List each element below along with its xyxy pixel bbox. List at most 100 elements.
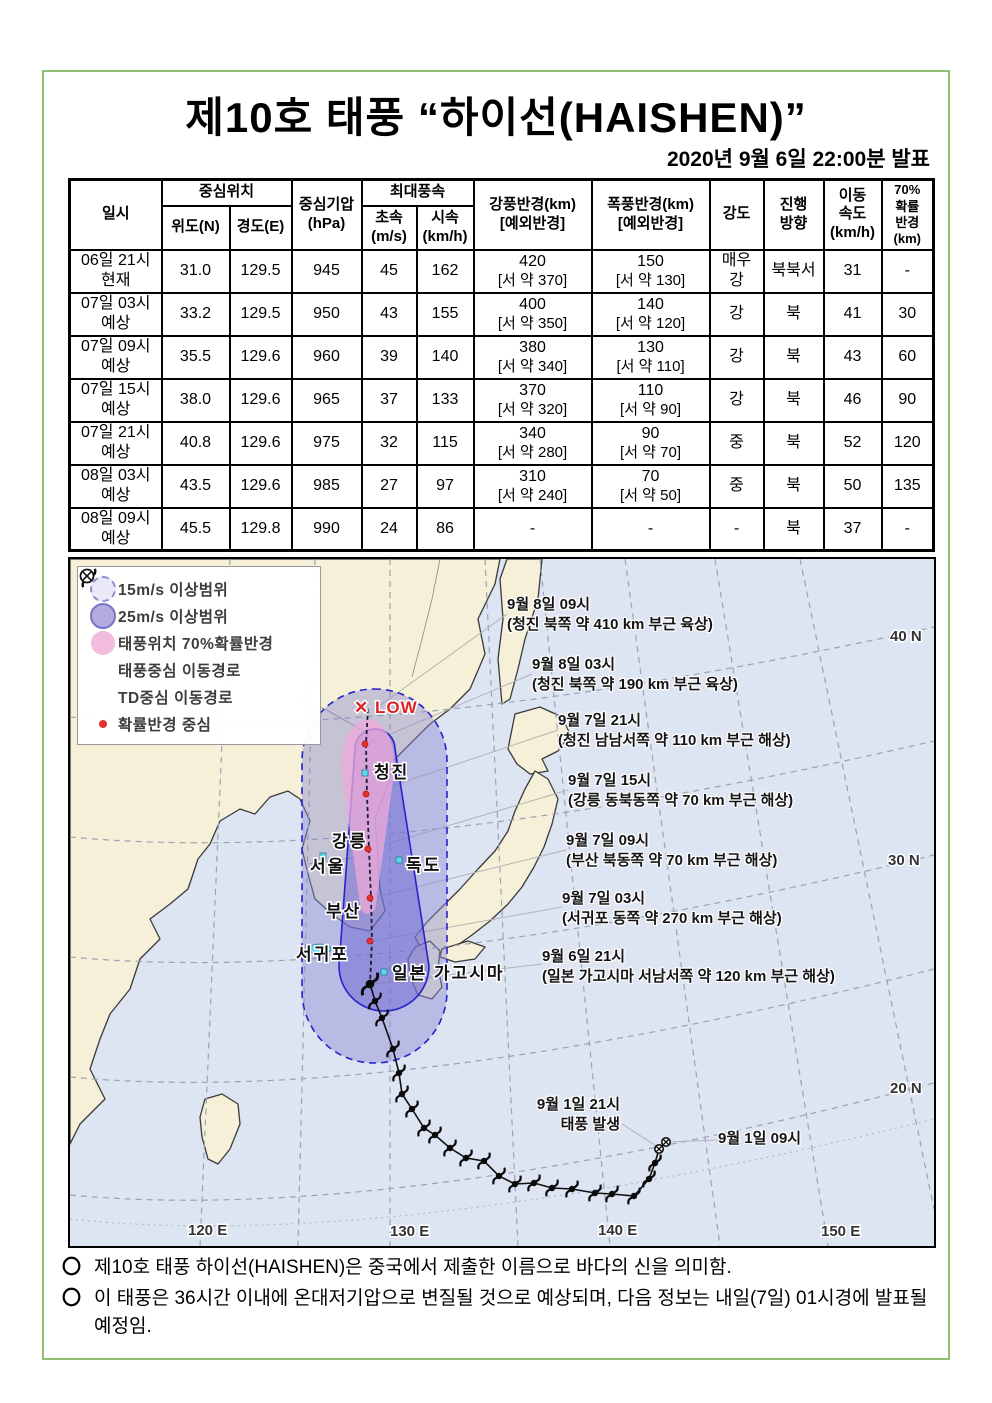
cell-speed: 31 xyxy=(822,248,883,294)
probability-center-icon xyxy=(88,720,118,728)
cell-speed: 52 xyxy=(822,420,883,466)
cell-direction: 북 xyxy=(762,377,825,423)
cell-strength: 강 xyxy=(708,377,765,423)
city-label-seogwipo: 서귀포 xyxy=(296,945,349,964)
map-legend: 15m/s 이상범위 25m/s 이상범위 태풍위치 70%확률반경 태풍중심 … xyxy=(77,566,321,745)
landmass-hokkaido xyxy=(507,706,571,775)
col-header-storm-radius: 폭풍반경(km) [예외반경] xyxy=(590,178,711,251)
cell-lat: 45.5 xyxy=(160,506,231,552)
wind15-range-icon xyxy=(88,576,118,602)
cell-datetime: 08일 03시 예상 xyxy=(68,463,163,509)
cell-ms: 43 xyxy=(360,291,418,337)
cell-lat: 38.0 xyxy=(160,377,231,423)
cell-probability: 30 xyxy=(880,291,935,337)
cell-direction: 북 xyxy=(762,506,825,552)
cell-lon: 129.6 xyxy=(228,420,293,466)
city-label-busan: 부산 xyxy=(326,902,361,921)
table-row: 07일 15시 예상 38.0 129.6 965 37 133 370 [서 약 … xyxy=(68,377,935,423)
cell-kmh: 155 xyxy=(415,291,475,337)
forecast-annotation: 9월 8일 03시 (청진 북쪽 약 190 km 부근 육상) xyxy=(532,656,738,694)
cell-pressure: 950 xyxy=(290,291,363,337)
table-row: 08일 03시 예상 43.5 129.6 985 27 97 310 [서 약 2… xyxy=(68,463,935,509)
cell-gale: - xyxy=(472,506,593,552)
cell-lon: 129.6 xyxy=(228,377,293,423)
cell-gale: 340 [서 약 280] xyxy=(472,420,593,466)
cell-ms: 37 xyxy=(360,377,418,423)
col-header-longitude: 경도(E) xyxy=(228,204,293,251)
cell-gale: 370 [서 약 320] xyxy=(472,377,593,423)
track-map: ✕ LOW 청진 강릉 서울 독도 부산 서귀포 일본 가고시마 40 N 30… xyxy=(68,557,936,1248)
cell-lat: 33.2 xyxy=(160,291,231,337)
col-header-direction: 진행 방향 xyxy=(762,178,825,251)
forecast-annotation: 9월 7일 15시 (강릉 동북동쪽 약 70 km 부근 해상) xyxy=(568,772,794,810)
cell-gale: 400 [서 약 350] xyxy=(472,291,593,337)
col-header-speed: 이동 속도 (km/h) xyxy=(822,178,883,251)
note-item: 〇 제10호 태풍 하이선(HAISHEN)은 중국에서 제출한 이름으로 바다… xyxy=(62,1254,942,1283)
cell-pressure: 990 xyxy=(290,506,363,552)
cell-gale: 310 [서 약 240] xyxy=(472,463,593,509)
grid-label-30n: 30 N xyxy=(888,852,920,869)
cell-probability: 135 xyxy=(880,463,935,509)
cell-ms: 39 xyxy=(360,334,418,380)
cell-direction: 북 xyxy=(762,420,825,466)
low-pressure-label: ✕ LOW xyxy=(354,698,418,717)
cell-lat: 43.5 xyxy=(160,463,231,509)
cell-gale: 420 [서 약 370] xyxy=(472,248,593,294)
cell-storm: 110 [서 약 90] xyxy=(590,377,711,423)
cell-pressure: 945 xyxy=(290,248,363,294)
probability70-icon xyxy=(88,631,118,655)
cell-storm: 70 [서 약 50] xyxy=(590,463,711,509)
cell-probability: 90 xyxy=(880,377,935,423)
cell-speed: 41 xyxy=(822,291,883,337)
jeju-island xyxy=(308,943,332,955)
table-row: 07일 21시 예상 40.8 129.6 975 32 115 340 [서 약 … xyxy=(68,420,935,466)
legend-item: 15m/s 이상범위 xyxy=(88,576,314,602)
col-header-latitude: 위도(N) xyxy=(160,204,231,251)
cell-ms: 24 xyxy=(360,506,418,552)
notes-section: 〇 제10호 태풍 하이선(HAISHEN)은 중국에서 제출한 이름으로 바다… xyxy=(62,1254,942,1344)
cell-datetime: 08일 09시 예상 xyxy=(68,506,163,552)
cell-datetime: 07일 21시 예상 xyxy=(68,420,163,466)
col-header-ms: 초속 (m/s) xyxy=(360,204,418,251)
col-header-max-wind: 최대풍속 xyxy=(360,178,475,207)
col-header-strength: 강도 xyxy=(708,178,765,251)
page-border xyxy=(42,70,950,1360)
cell-kmh: 133 xyxy=(415,377,475,423)
cell-datetime: 07일 03시 예상 xyxy=(68,291,163,337)
cell-speed: 50 xyxy=(822,463,883,509)
cell-speed: 46 xyxy=(822,377,883,423)
cell-ms: 45 xyxy=(360,248,418,294)
col-header-kmh: 시속 (km/h) xyxy=(415,204,475,251)
cell-strength: 중 xyxy=(708,420,765,466)
cell-strength: 강 xyxy=(708,334,765,380)
grid-label-140e: 140 E xyxy=(598,1222,637,1239)
grid-label-20n: 20 N xyxy=(890,1080,922,1097)
cell-probability: - xyxy=(880,506,935,552)
cell-strength: 강 xyxy=(708,291,765,337)
legend-item: TD중심 이동경로 xyxy=(79,568,314,710)
grid-label-130e: 130 E xyxy=(390,1223,429,1240)
cell-lon: 129.6 xyxy=(228,463,293,509)
cell-storm: 130 [서 약 110] xyxy=(590,334,711,380)
note-text: 이 태풍은 36시간 이내에 온대저기압으로 변질될 것으로 예상되며, 다음 … xyxy=(94,1287,928,1338)
cell-lat: 31.0 xyxy=(160,248,231,294)
td-annotation: 9월 1일 09시 xyxy=(718,1130,802,1147)
wind25-range-icon xyxy=(88,603,118,629)
legend-item: 확률반경 중심 xyxy=(88,711,314,737)
cell-pressure: 965 xyxy=(290,377,363,423)
cell-speed: 43 xyxy=(822,334,883,380)
cell-ms: 32 xyxy=(360,420,418,466)
forecast-annotation: 9월 7일 03시 (서귀포 동쪽 약 270 km 부근 해상) xyxy=(562,890,782,928)
col-header-datetime: 일시 xyxy=(68,178,163,251)
cell-strength: - xyxy=(708,506,765,552)
page-title: 제10호 태풍 “하이선(HAISHEN)” xyxy=(185,94,807,141)
col-header-probability-radius: 70% 확률 반경 (km) xyxy=(880,178,935,251)
landmass-shikoku xyxy=(439,940,486,963)
cell-lon: 129.5 xyxy=(228,291,293,337)
cell-probability: 120 xyxy=(880,420,935,466)
cell-probability: - xyxy=(880,248,935,294)
legend-item: 태풍위치 70%확률반경 xyxy=(88,630,314,656)
cell-lon: 129.8 xyxy=(228,506,293,552)
note-text: 제10호 태풍 하이선(HAISHEN)은 중국에서 제출한 이름으로 바다의 … xyxy=(94,1257,732,1278)
grid-label-40n: 40 N xyxy=(890,628,922,645)
